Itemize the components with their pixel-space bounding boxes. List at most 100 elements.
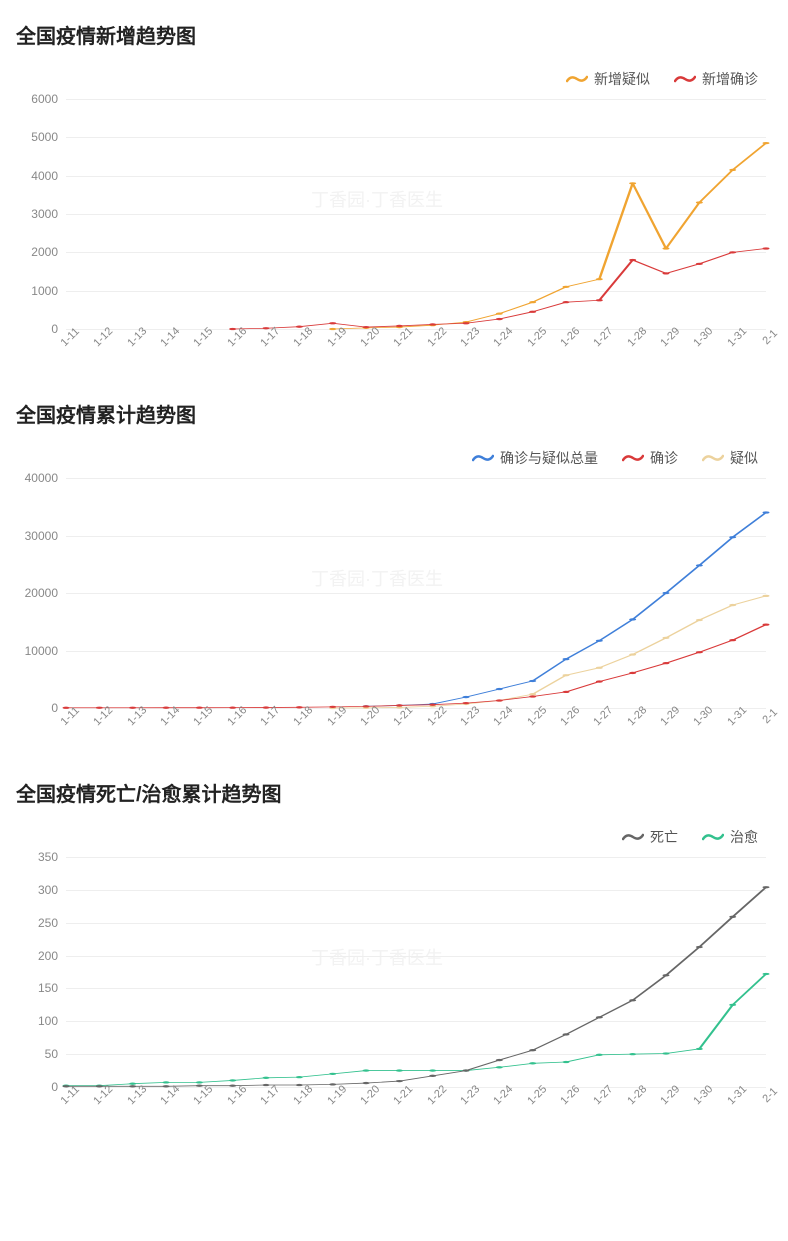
data-point xyxy=(763,142,770,144)
x-tick-label: 1-27 xyxy=(592,1083,616,1107)
data-point xyxy=(163,1081,170,1083)
data-point xyxy=(662,1052,669,1054)
legend-item: 死亡 xyxy=(622,827,678,847)
x-tick-label: 1-26 xyxy=(558,1083,582,1107)
data-point xyxy=(696,564,703,566)
data-point xyxy=(729,916,736,918)
x-tick-label: 1-26 xyxy=(558,704,582,728)
legend-squiggle-icon xyxy=(472,453,494,463)
data-point xyxy=(496,318,503,320)
y-tick-label: 4000 xyxy=(31,169,58,183)
x-tick-label: 1-21 xyxy=(392,704,416,728)
data-point xyxy=(763,623,770,625)
x-tick-label: 1-22 xyxy=(425,1083,449,1107)
y-tick-label: 100 xyxy=(38,1014,58,1028)
x-tick-label: 1-30 xyxy=(692,1083,716,1107)
series-line xyxy=(233,249,766,330)
x-tick-label: 1-16 xyxy=(225,325,249,349)
data-point xyxy=(396,1080,403,1082)
series-line xyxy=(66,625,766,708)
x-tick-label: 1-13 xyxy=(125,1083,149,1107)
x-tick-label: 1-12 xyxy=(92,704,116,728)
data-point xyxy=(662,272,669,274)
data-point xyxy=(629,618,636,620)
data-point xyxy=(496,1059,503,1061)
legend-squiggle-icon xyxy=(622,453,644,463)
y-tick-label: 0 xyxy=(51,1080,58,1094)
x-tick-label: 1-29 xyxy=(658,704,682,728)
legend: 新增疑似 新增确诊 xyxy=(10,69,778,89)
data-point xyxy=(696,619,703,621)
legend-label: 疑似 xyxy=(730,448,758,468)
data-point xyxy=(629,672,636,674)
legend-label: 死亡 xyxy=(650,827,678,847)
legend-item: 确诊与疑似总量 xyxy=(472,448,598,468)
grid-area: 丁香园·丁香医生0100020003000400050006000 xyxy=(66,99,766,329)
data-point xyxy=(196,1081,203,1083)
data-point xyxy=(462,322,469,324)
x-tick-label: 1-23 xyxy=(458,704,482,728)
x-tick-label: 1-25 xyxy=(525,325,549,349)
series-line xyxy=(66,974,766,1086)
data-point xyxy=(729,604,736,606)
x-tick-label: 1-20 xyxy=(358,1083,382,1107)
y-tick-label: 2000 xyxy=(31,245,58,259)
x-tick-label: 1-24 xyxy=(492,1083,516,1107)
legend-squiggle-icon xyxy=(622,832,644,842)
data-point xyxy=(529,695,536,697)
legend-label: 确诊 xyxy=(650,448,678,468)
y-tick-label: 1000 xyxy=(31,284,58,298)
chart-title: 全国疫情新增趋势图 xyxy=(10,20,778,49)
data-point xyxy=(396,704,403,706)
data-point xyxy=(763,886,770,888)
x-tick-label: 1-29 xyxy=(658,325,682,349)
data-point xyxy=(529,311,536,313)
data-point xyxy=(462,1069,469,1071)
data-point xyxy=(563,658,570,660)
x-tick-label: 1-22 xyxy=(425,704,449,728)
y-tick-label: 350 xyxy=(38,850,58,864)
x-tick-label: 1-19 xyxy=(325,1083,349,1107)
data-point xyxy=(729,169,736,171)
data-point xyxy=(629,259,636,261)
legend-squiggle-icon xyxy=(566,74,588,84)
legend-squiggle-icon xyxy=(674,74,696,84)
y-tick-label: 40000 xyxy=(25,471,58,485)
data-point xyxy=(396,325,403,327)
legend-item: 新增确诊 xyxy=(674,69,758,89)
data-point xyxy=(563,674,570,676)
chart-new: 全国疫情新增趋势图 新增疑似 新增确诊丁香园·丁香医生0100020003000… xyxy=(10,20,778,359)
data-point xyxy=(763,973,770,975)
data-point xyxy=(596,1054,603,1056)
y-tick-label: 50 xyxy=(45,1047,58,1061)
x-tick-label: 1-18 xyxy=(292,704,316,728)
data-point xyxy=(563,301,570,303)
x-tick-label: 1-14 xyxy=(158,1083,182,1107)
chart-death-cure: 全国疫情死亡/治愈累计趋势图 死亡 治愈丁香园·丁香医生050100150200… xyxy=(10,778,778,1117)
legend-squiggle-icon xyxy=(702,832,724,842)
y-tick-label: 150 xyxy=(38,981,58,995)
data-point xyxy=(296,1076,303,1078)
x-tick-label: 1-21 xyxy=(392,1083,416,1107)
data-point xyxy=(363,326,370,328)
data-point xyxy=(396,1069,403,1071)
data-point xyxy=(662,974,669,976)
data-point xyxy=(363,1082,370,1084)
x-tick-label: 1-25 xyxy=(525,704,549,728)
data-point xyxy=(629,1053,636,1055)
x-axis: 1-111-121-131-141-151-161-171-181-191-20… xyxy=(66,708,766,738)
data-point xyxy=(596,640,603,642)
data-point xyxy=(629,999,636,1001)
y-tick-label: 0 xyxy=(51,322,58,336)
data-point xyxy=(429,1069,436,1071)
x-tick-label: 1-20 xyxy=(358,704,382,728)
y-tick-label: 10000 xyxy=(25,644,58,658)
data-point xyxy=(629,182,636,184)
x-tick-label: 1-25 xyxy=(525,1083,549,1107)
data-point xyxy=(429,1075,436,1077)
x-tick-label: 1-15 xyxy=(192,325,216,349)
x-tick-label: 1-13 xyxy=(125,325,149,349)
data-point xyxy=(529,1049,536,1051)
y-tick-label: 300 xyxy=(38,883,58,897)
data-point xyxy=(496,688,503,690)
